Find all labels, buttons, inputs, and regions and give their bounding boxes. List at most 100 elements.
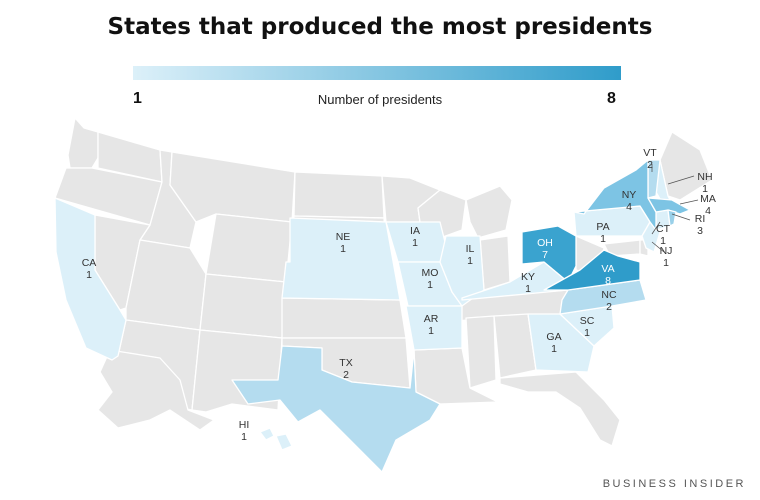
svg-text:VA8: VA 8 <box>601 263 614 287</box>
state-ak <box>97 349 215 431</box>
label-nj-count: 1 <box>663 257 669 269</box>
label-nh-abbr: NH <box>697 171 712 183</box>
label-sc-abbr: SC <box>580 315 595 327</box>
label-ri-count: 3 <box>697 225 703 237</box>
state-tx <box>231 345 441 473</box>
state-ca <box>54 197 127 361</box>
pointer-nh <box>667 175 695 185</box>
svg-text:SC1: SC 1 <box>580 315 595 339</box>
svg-text:NE1: NE 1 <box>336 231 351 255</box>
pointer-nj <box>651 241 665 253</box>
label-ga-count: 1 <box>551 343 557 355</box>
label-ar-abbr: AR <box>424 313 439 325</box>
state-ms <box>465 315 497 389</box>
label-ct-count: 1 <box>660 235 666 247</box>
legend-min-label: 1 <box>133 90 142 107</box>
state-wy <box>205 213 293 283</box>
state-hi1 <box>259 427 275 441</box>
state-ri <box>667 209 677 227</box>
state-il <box>439 235 485 307</box>
label-pa-abbr: PA <box>596 221 609 233</box>
label-ne-abbr: NE <box>336 231 351 243</box>
label-ny-count: 4 <box>626 201 632 213</box>
label-hi-count: 1 <box>241 431 247 443</box>
label-nh-count: 1 <box>702 183 708 195</box>
state-va <box>543 249 641 291</box>
label-ne-count: 1 <box>340 243 346 255</box>
svg-text:MA4: MA 4 <box>700 193 716 217</box>
svg-text:MO1: MO 1 <box>422 267 439 291</box>
label-ri-abbr: RI <box>695 213 706 225</box>
svg-text:NC2: NC 2 <box>601 289 617 313</box>
state-ar <box>405 305 463 351</box>
label-ny-abbr: NY <box>622 189 637 201</box>
label-sc-count: 1 <box>584 327 590 339</box>
label-vt-count: 2 <box>647 159 653 171</box>
svg-text:NY4: NY 4 <box>622 189 637 213</box>
label-ca-abbr: CA <box>82 257 97 269</box>
label-ky-abbr: KY <box>521 271 535 283</box>
label-ca-count: 1 <box>86 269 92 281</box>
label-nc-count: 2 <box>606 301 612 313</box>
svg-text:IL1: IL 1 <box>466 243 475 267</box>
label-va-abbr: VA <box>601 263 614 275</box>
label-ar-count: 1 <box>428 325 434 337</box>
svg-text:KY1: KY 1 <box>521 271 535 295</box>
state-wa <box>67 117 99 169</box>
svg-text:PA1: PA 1 <box>596 221 609 245</box>
legend-title: Number of presidents <box>317 92 443 107</box>
label-hi-abbr: HI <box>239 419 250 431</box>
map-title: States that produced the most presidents <box>107 14 653 40</box>
svg-text:IA1: IA 1 <box>410 225 420 249</box>
pointer-ct <box>651 221 661 235</box>
state-fl <box>499 371 621 447</box>
source-credit: BUSINESS INSIDER <box>602 478 746 490</box>
label-nc-abbr: NC <box>601 289 617 301</box>
svg-text:VT2: VT 2 <box>643 147 657 171</box>
legend-color-scale <box>133 66 621 80</box>
label-oh-abbr: OH <box>537 237 553 249</box>
svg-text:GA1: GA 1 <box>546 331 561 355</box>
label-pa-count: 1 <box>600 233 606 245</box>
label-il-count: 1 <box>467 255 473 267</box>
svg-text:NH1: NH 1 <box>697 171 712 195</box>
state-ut <box>125 239 207 331</box>
label-ky-count: 1 <box>525 283 531 295</box>
pointer-ri <box>671 213 691 221</box>
label-ma-abbr: MA <box>700 193 716 205</box>
label-ia-count: 1 <box>412 237 418 249</box>
svg-text:CT1: CT 1 <box>656 223 671 247</box>
state-in <box>479 235 511 291</box>
label-mo-abbr: MO <box>422 267 439 279</box>
label-va-count: 8 <box>605 275 611 287</box>
svg-text:OH7: OH 7 <box>537 237 553 261</box>
label-oh-count: 7 <box>542 249 548 261</box>
label-nj-abbr: NJ <box>660 245 673 257</box>
label-il-abbr: IL <box>466 243 475 255</box>
state-hi2 <box>275 433 293 451</box>
pointer-ma <box>679 199 699 205</box>
label-ma-count: 4 <box>705 205 711 217</box>
svg-text:AR1: AR 1 <box>424 313 439 337</box>
label-tx-abbr: TX <box>339 357 352 369</box>
label-tx-count: 2 <box>343 369 349 381</box>
state-co <box>199 273 287 339</box>
state-nd <box>293 171 385 219</box>
svg-text:RI3: RI 3 <box>695 213 706 237</box>
state-ma <box>647 197 691 215</box>
state-mt <box>169 151 296 223</box>
state-ga <box>527 313 595 373</box>
legend-max-label: 8 <box>607 90 616 107</box>
svg-text:TX2: TX 2 <box>339 357 352 381</box>
svg-text:CA1: CA 1 <box>82 257 97 281</box>
label-ct-abbr: CT <box>656 223 671 235</box>
svg-text:HI1: HI 1 <box>239 419 250 443</box>
label-ga-abbr: GA <box>546 331 561 343</box>
state-ks <box>281 297 407 339</box>
state-mi <box>465 185 513 239</box>
svg-text:NJ1: NJ 1 <box>660 245 673 269</box>
label-mo-count: 1 <box>427 279 433 291</box>
label-vt-abbr: VT <box>643 147 657 159</box>
label-ia-abbr: IA <box>410 225 420 237</box>
